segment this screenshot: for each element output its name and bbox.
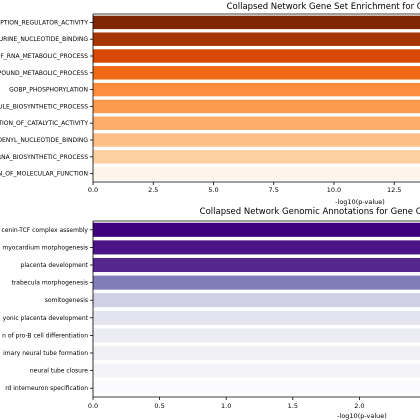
x-tick-label-0-3: 7.5 — [269, 186, 279, 194]
category-label-1-6: n of pro-B cell differentiation — [2, 332, 88, 339]
x-tick-label-1-0: 0.0 — [88, 402, 98, 410]
category-label-0-4: GOBP_PHOSPHORYLATION — [9, 87, 88, 94]
bar-0-6 — [93, 116, 420, 130]
category-label-0-6: TION_OF_CATALYTIC_ACTIVITY — [0, 120, 88, 127]
x-tick-label-1-4: 2.0 — [354, 402, 364, 410]
category-label-1-8: neural tube closure — [30, 368, 88, 375]
category-label-1-0: cenin-TCF complex assembly — [1, 227, 88, 234]
category-label-1-7: imary neural tube formation — [3, 350, 88, 357]
x-axis-label-0: -log10(p-value) — [335, 198, 385, 206]
bar-0-5 — [93, 99, 420, 114]
bar-1-5 — [93, 310, 420, 325]
x-tick-label-0-1: 2.5 — [148, 186, 158, 194]
bar-0-9 — [93, 166, 420, 181]
category-label-0-8: RNA_BIOSYNTHETIC_PROCESS — [0, 154, 88, 161]
x-tick-label-0-2: 5.0 — [208, 186, 218, 194]
x-tick-label-0-5: 12.5 — [387, 186, 401, 194]
bar-0-2 — [93, 49, 420, 63]
category-label-1-9: rd interneuron specification — [5, 385, 88, 392]
bar-1-0 — [93, 222, 420, 237]
bar-1-4 — [93, 293, 420, 308]
category-label-0-3: POUND_METABOLIC_PROCESS — [0, 70, 88, 77]
bar-1-1 — [93, 240, 420, 255]
category-label-1-3: trabecula morphogenesis — [11, 280, 88, 287]
category-label-0-5: ULE_BIOSYNTHETIC_PROCESS — [0, 103, 88, 110]
bar-1-2 — [93, 257, 420, 273]
category-label-1-4: somitogenesis — [45, 297, 88, 304]
bar-1-3 — [93, 275, 420, 290]
x-tick-label-0-4: 10.0 — [327, 186, 341, 194]
category-label-0-1: URINE_NUCLEOTIDE_BINDING — [0, 36, 88, 43]
x-tick-label-1-3: 1.5 — [288, 402, 298, 410]
bar-1-8 — [93, 363, 420, 378]
bar-1-7 — [93, 345, 420, 361]
category-label-0-7: DENYL_NUCLEOTIDE_BINDING — [0, 137, 88, 144]
bar-0-8 — [93, 150, 420, 164]
x-axis-label-1: -log10(p-value) — [337, 412, 387, 420]
chart-title-0: Collapsed Network Gene Set Enrichment fo… — [227, 2, 420, 12]
bar-1-6 — [93, 328, 420, 343]
bar-0-4 — [93, 82, 420, 97]
x-tick-label-0-0: 0.0 — [88, 186, 98, 194]
category-label-1-5: yonic placenta development — [3, 315, 89, 322]
bar-0-3 — [93, 66, 420, 80]
category-label-0-9: N_OF_MOLECULAR_FUNCTION — [0, 171, 88, 178]
bar-1-9 — [93, 381, 420, 396]
category-label-1-2: placenta development — [21, 262, 89, 269]
bar-0-7 — [93, 133, 420, 147]
category-label-0-0: PTION_REGULATOR_ACTIVITY — [0, 19, 88, 26]
bar-0-1 — [93, 32, 420, 46]
x-tick-label-1-2: 1.0 — [221, 402, 231, 410]
chart-title-1: Collapsed Network Genomic Annotations fo… — [200, 207, 420, 217]
category-label-1-1: myocardium morphogenesis — [2, 244, 88, 251]
bar-0-0 — [93, 15, 420, 30]
category-label-0-2: F_RNA_METABOLIC_PROCESS — [0, 53, 88, 60]
x-tick-label-1-1: 0.5 — [154, 402, 164, 410]
